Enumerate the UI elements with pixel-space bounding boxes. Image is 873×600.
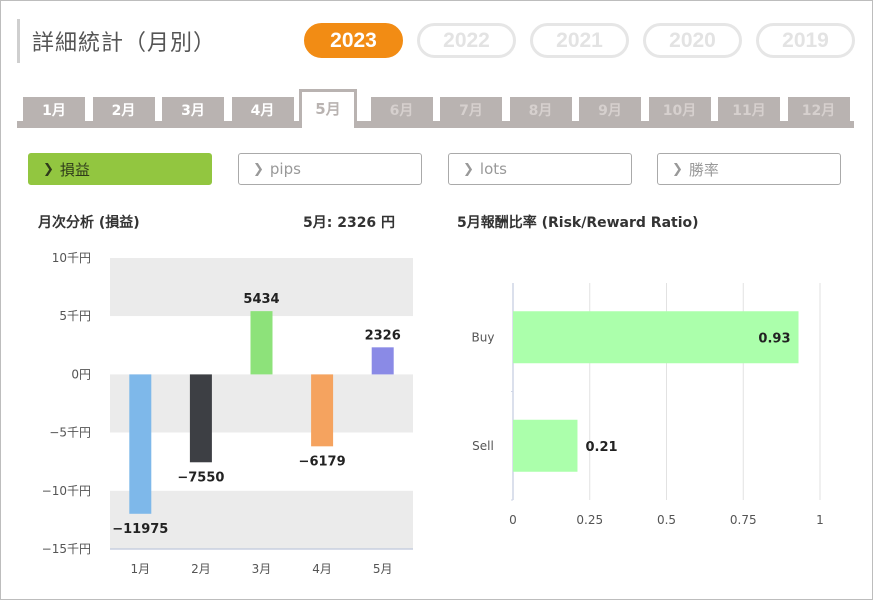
- bar-4: [311, 374, 334, 447]
- metric-button-winrate[interactable]: ❯ 勝率: [657, 153, 841, 185]
- monthly-chart-title: 月次分析 (損益): [38, 215, 140, 231]
- tab-month-10[interactable]: 10月: [648, 97, 711, 122]
- bar-2: [189, 374, 212, 463]
- metric-label: lots: [479, 160, 507, 178]
- x-tick-label: 2月: [191, 562, 211, 576]
- x-tick-label: 1月: [130, 562, 150, 576]
- chevron-right-icon: ❯: [672, 161, 683, 177]
- metric-button-lots[interactable]: ❯ lots: [448, 153, 632, 185]
- bar-data-label: −6179: [299, 454, 346, 469]
- metric-button-pips[interactable]: ❯ pips: [238, 153, 422, 185]
- monthly-summary: 5月: 2326 円: [303, 215, 396, 231]
- metric-label: 損益: [59, 160, 90, 179]
- tab-month-5[interactable]: 5月: [299, 89, 357, 128]
- year-button-2021[interactable]: 2021: [530, 23, 629, 58]
- tab-month-4[interactable]: 4月: [231, 97, 294, 122]
- y-tick-label: −10千円: [42, 484, 91, 498]
- bar-data-label: 5434: [243, 292, 279, 307]
- page-title: 詳細統計（月別）: [32, 31, 217, 56]
- rr-data-label: 0.93: [758, 331, 790, 346]
- x-tick-label: 1: [816, 513, 824, 527]
- chevron-right-icon: ❯: [463, 161, 474, 177]
- tab-month-9[interactable]: 9月: [579, 97, 641, 122]
- grid-band: [110, 432, 413, 491]
- tab-month-7[interactable]: 7月: [440, 97, 502, 122]
- year-button-2022[interactable]: 2022: [417, 23, 516, 58]
- monthly-pl-chart: 10千円 5千円 0円 −5千円 −10千円 −15千円 −11975 1月 −7550 2月 54…: [42, 251, 413, 576]
- tab-month-6[interactable]: 6月: [370, 97, 433, 122]
- metric-button-profit[interactable]: ❯ 損益: [28, 153, 212, 185]
- y-tick-label: 5千円: [59, 309, 91, 323]
- grid-band: [110, 490, 413, 549]
- y-tick-label: 0円: [71, 367, 91, 381]
- x-tick-label: 0.5: [657, 513, 676, 527]
- chevron-right-icon: ❯: [43, 161, 54, 177]
- y-tick-label: −15千円: [42, 542, 91, 556]
- chevron-right-icon: ❯: [253, 161, 264, 177]
- bar-1: [129, 374, 152, 514]
- rr-bar-sell: [513, 419, 578, 472]
- rr-data-label: 0.21: [585, 440, 617, 455]
- page-title-bar: 詳細統計（月別）: [17, 19, 216, 63]
- year-button-2020[interactable]: 2020: [643, 23, 742, 58]
- risk-reward-chart: 0 0.25 0.5 0.75 1 Buy 0.93 Sell 0.21: [472, 283, 824, 527]
- rr-chart-title: 5月報酬比率 (Risk/Reward Ratio): [457, 215, 699, 231]
- y-tick-label: 10千円: [52, 251, 91, 265]
- bar-3: [250, 311, 273, 375]
- grid-band: [110, 374, 413, 433]
- x-tick-label: 5月: [373, 562, 393, 576]
- bar-data-label: −11975: [112, 522, 168, 537]
- metric-label: 勝率: [688, 160, 719, 179]
- tab-month-2[interactable]: 2月: [92, 97, 155, 122]
- tab-month-1[interactable]: 1月: [23, 97, 85, 122]
- bar-data-label: 2326: [365, 328, 401, 343]
- x-tick-label: 0.75: [730, 513, 757, 527]
- metric-label: pips: [269, 160, 301, 178]
- grid-band: [110, 258, 413, 317]
- rr-bar-buy: [513, 311, 799, 364]
- tab-month-8[interactable]: 8月: [509, 97, 572, 122]
- tab-month-11[interactable]: 11月: [718, 97, 780, 122]
- year-selector: 2023 2022 2021 2020 2019: [304, 23, 855, 58]
- bar-5: [371, 347, 394, 375]
- bar-data-label: −7550: [177, 470, 224, 485]
- x-tick-label: 4月: [312, 562, 332, 576]
- tab-month-3[interactable]: 3月: [162, 97, 224, 122]
- month-tabs: 1月 2月 3月 4月 5月 6月 7月 8月 9月 10月 11月 12月: [17, 89, 854, 129]
- y-tick-label: Buy: [472, 330, 495, 344]
- tab-month-12[interactable]: 12月: [787, 97, 850, 122]
- x-tick-label: 0: [509, 513, 517, 527]
- x-tick-label: 3月: [252, 562, 272, 576]
- tabs-underline: [17, 121, 854, 128]
- x-tick-label: 0.25: [576, 513, 603, 527]
- y-tick-label: Sell: [472, 439, 494, 453]
- year-button-2019[interactable]: 2019: [756, 23, 855, 58]
- y-tick-label: −5千円: [49, 426, 91, 440]
- year-button-2023[interactable]: 2023: [304, 23, 403, 58]
